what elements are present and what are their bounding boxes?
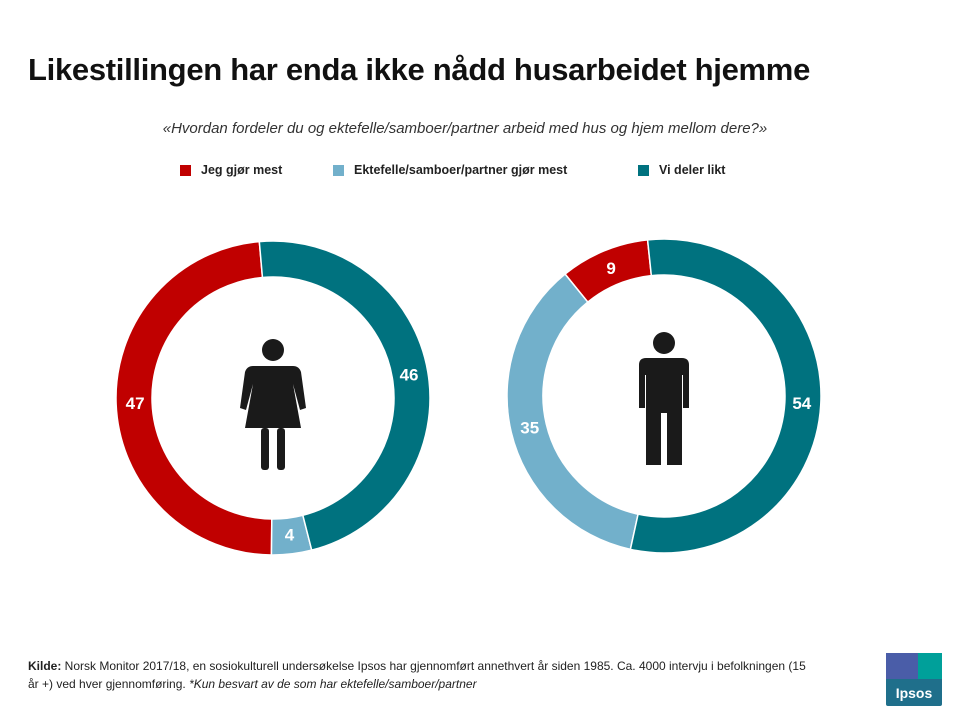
- female-slice-jeg: [115, 240, 273, 556]
- source-text: Norsk Monitor 2017/18, en sosiokulturell…: [28, 659, 806, 691]
- legend-item-partner: Ektefelle/samboer/partner gjør mest: [333, 163, 567, 177]
- legend-swatch-likt: [638, 164, 649, 176]
- footer-source: Kilde: Norsk Monitor 2017/18, en sosioku…: [28, 657, 818, 693]
- chart-title: Likestillingen har enda ikke nådd husarb…: [28, 52, 811, 87]
- logo-text: Ipsos: [895, 685, 933, 701]
- male-person-icon: [639, 332, 689, 465]
- legend-label-likt: Vi deler likt: [659, 163, 726, 177]
- female-data-label-partner: 4: [285, 526, 295, 545]
- legend-swatch-jeg: [180, 164, 191, 176]
- ipsos-logo: Ipsos: [886, 653, 942, 706]
- female-data-label-likt: 46: [400, 365, 419, 384]
- legend-swatch-partner: [333, 164, 344, 176]
- legend-label-partner: Ektefelle/samboer/partner gjør mest: [354, 163, 568, 177]
- male-data-label-partner: 35: [520, 418, 539, 437]
- legend-label-jeg: Jeg gjør mest: [201, 163, 283, 177]
- legend-item-likt: Vi deler likt: [638, 163, 725, 177]
- female-slice-likt: [258, 240, 431, 552]
- source-note: *Kun besvart av de som har ektefelle/sam…: [189, 677, 477, 691]
- female-slice-partner: [270, 514, 313, 556]
- chart-subtitle: «Hvordan fordeler du og ektefelle/samboe…: [162, 120, 768, 137]
- male-data-label-jeg: 9: [606, 259, 615, 278]
- female-person-icon: [240, 339, 306, 470]
- logo-teal-block: [918, 653, 942, 679]
- source-label: Kilde:: [28, 659, 62, 673]
- logo-blue-block: [886, 653, 918, 679]
- legend: Jeg gjør mest Ektefelle/samboer/partner …: [0, 163, 960, 181]
- female-data-label-jeg: 47: [126, 394, 145, 413]
- male-slice-likt: [629, 238, 822, 554]
- male-data-label-likt: 54: [792, 394, 811, 413]
- male-slice-partner: [506, 273, 639, 551]
- legend-item-jeg: Jeg gjør mest: [180, 163, 282, 177]
